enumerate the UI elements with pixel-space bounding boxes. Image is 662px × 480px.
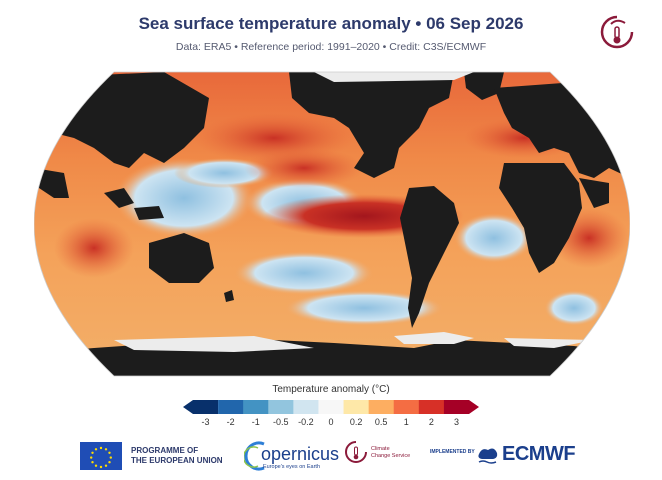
page-title: Sea surface temperature anomaly • 06 Sep… bbox=[138, 14, 524, 33]
c3s-label: Climate Change Service bbox=[371, 446, 411, 459]
colorbar-segment bbox=[418, 400, 445, 414]
eu-flag-icon bbox=[80, 442, 122, 470]
climate-pulse-logo bbox=[600, 15, 634, 49]
colorbar-tick-label: 2 bbox=[428, 417, 434, 427]
legend-title: Temperature anomaly (°C) bbox=[272, 384, 390, 395]
colorbar-segment bbox=[243, 400, 269, 414]
copernicus-label: opernicus bbox=[261, 444, 340, 464]
colorbar-segment bbox=[393, 400, 420, 414]
colorbar-tick-label: -3 bbox=[201, 417, 210, 427]
copernicus-logo-icon bbox=[244, 441, 265, 471]
colorbar-tick-label: -0.2 bbox=[298, 417, 314, 427]
world-map bbox=[34, 71, 630, 377]
colorbar-tick-label: 3 bbox=[453, 417, 459, 427]
colorbar-tick-label: 0 bbox=[328, 417, 334, 427]
colorbar-segment bbox=[293, 400, 319, 414]
colorbar-tick-label: -1 bbox=[251, 417, 260, 427]
page-subtitle: Data: ERA5 • Reference period: 1991–2020… bbox=[175, 41, 487, 53]
colorbar-tick-label: 0.5 bbox=[374, 417, 388, 427]
colorbar-tick-label: -2 bbox=[226, 417, 235, 427]
colorbar-segment bbox=[218, 400, 244, 414]
colorbar-segment bbox=[183, 400, 219, 414]
colorbar-segment bbox=[368, 400, 395, 414]
colorbar-segment bbox=[443, 400, 479, 414]
colorbar-ticks: -3 -2 -1 -0.5 -0.2 0 0.2 0.5 1 2 3 bbox=[183, 417, 479, 429]
colorbar-tick-label: -0.5 bbox=[273, 417, 289, 427]
ecmwf-label: ECMWF bbox=[502, 443, 576, 465]
colorbar-segment bbox=[268, 400, 294, 414]
c3s-logo-icon bbox=[345, 441, 367, 463]
eu-programme-label: PROGRAMME OF THE EUROPEAN UNION bbox=[131, 446, 223, 465]
colorbar-tick-label: 1 bbox=[403, 417, 409, 427]
copernicus-tagline: Europe's eyes on Earth bbox=[263, 464, 321, 470]
footer-logos: PROGRAMME OF THE EUROPEAN UNION opernicu… bbox=[0, 438, 662, 474]
colorbar bbox=[183, 400, 479, 414]
colorbar-segment bbox=[343, 400, 369, 414]
colorbar-tick-label: 0.2 bbox=[349, 417, 363, 427]
implemented-by-label: IMPLEMENTED BY bbox=[430, 449, 475, 455]
colorbar-segment bbox=[318, 400, 344, 414]
ecmwf-logo-icon bbox=[478, 448, 498, 464]
